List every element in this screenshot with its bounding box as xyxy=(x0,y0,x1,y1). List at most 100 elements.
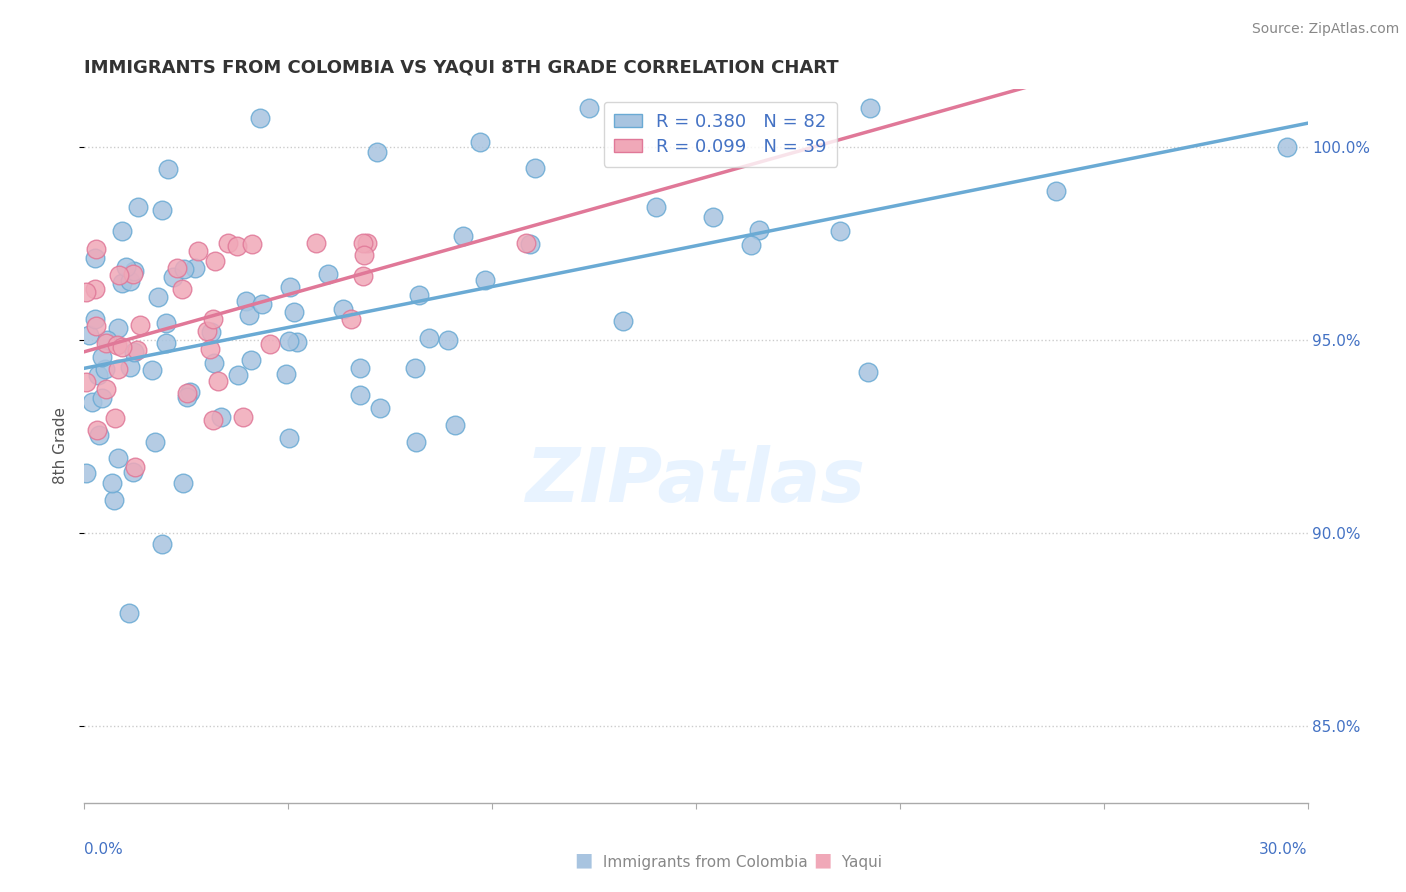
Point xyxy=(120,360,142,375)
Point xyxy=(418,331,440,345)
Point xyxy=(107,268,129,282)
Point xyxy=(157,162,180,177)
Point xyxy=(408,287,430,301)
Y-axis label: 8th Grade: 8th Grade xyxy=(52,408,67,484)
Point xyxy=(155,336,177,351)
Point xyxy=(305,236,328,251)
Point xyxy=(474,273,496,287)
Point xyxy=(118,606,141,620)
Point xyxy=(436,333,458,347)
Point xyxy=(856,365,879,379)
Point xyxy=(127,200,149,214)
Point xyxy=(84,282,107,296)
Point xyxy=(349,387,371,401)
Point xyxy=(356,236,378,251)
Point xyxy=(226,368,249,383)
Point xyxy=(195,324,218,338)
Point xyxy=(124,459,146,474)
Point xyxy=(75,466,97,480)
Point xyxy=(96,333,118,347)
Point xyxy=(340,312,363,326)
Point xyxy=(162,270,184,285)
Point xyxy=(259,336,281,351)
Point xyxy=(107,338,129,352)
Point xyxy=(274,368,297,382)
Point xyxy=(519,236,541,251)
Point xyxy=(612,314,634,328)
Point xyxy=(101,475,124,490)
Point xyxy=(352,268,374,283)
Point xyxy=(283,305,305,319)
Point xyxy=(240,236,263,251)
Point xyxy=(232,409,254,424)
Point xyxy=(107,451,129,466)
Point xyxy=(316,268,339,282)
Point xyxy=(209,409,232,424)
Point xyxy=(250,297,273,311)
Point xyxy=(859,102,882,116)
Text: Yaqui: Yaqui xyxy=(837,855,882,870)
Point xyxy=(179,385,201,400)
Point xyxy=(468,136,491,150)
Point xyxy=(280,280,302,294)
Point xyxy=(141,363,163,377)
Point xyxy=(225,239,247,253)
Point xyxy=(352,236,374,251)
Point xyxy=(515,236,537,251)
Point xyxy=(87,368,110,382)
Point xyxy=(173,261,195,276)
Point xyxy=(75,285,97,300)
Point xyxy=(143,434,166,449)
Text: ZIPatlas: ZIPatlas xyxy=(526,445,866,518)
Point xyxy=(170,281,193,295)
Point xyxy=(150,202,173,217)
Legend: R = 0.380   N = 82, R = 0.099   N = 39: R = 0.380 N = 82, R = 0.099 N = 39 xyxy=(603,102,838,167)
Point xyxy=(124,263,146,277)
Point xyxy=(278,431,301,445)
Point xyxy=(150,537,173,551)
Point xyxy=(111,277,134,291)
Point xyxy=(645,200,668,214)
Point xyxy=(207,375,229,389)
Point xyxy=(121,267,143,281)
Point xyxy=(1045,184,1067,198)
Point xyxy=(122,345,145,359)
Point xyxy=(524,161,547,175)
Text: 0.0%: 0.0% xyxy=(84,842,124,856)
Point xyxy=(578,102,600,116)
Text: Source: ZipAtlas.com: Source: ZipAtlas.com xyxy=(1251,22,1399,37)
Point xyxy=(77,327,100,342)
Point xyxy=(204,254,226,268)
Point xyxy=(118,274,141,288)
Point xyxy=(368,401,391,415)
Point xyxy=(155,316,177,330)
Point xyxy=(90,350,112,364)
Point xyxy=(86,242,108,256)
Point xyxy=(89,428,111,442)
Point xyxy=(111,340,134,354)
Point xyxy=(366,145,388,160)
Point xyxy=(90,391,112,405)
Point xyxy=(84,311,107,326)
Point xyxy=(453,228,475,243)
Point xyxy=(75,375,97,389)
Point xyxy=(86,318,108,333)
Point xyxy=(83,251,105,265)
Point xyxy=(176,390,198,404)
Point xyxy=(240,353,263,368)
Point xyxy=(202,311,225,326)
Point xyxy=(125,343,148,357)
Point xyxy=(204,356,226,370)
Text: 30.0%: 30.0% xyxy=(1260,842,1308,856)
Point xyxy=(129,318,152,332)
Point xyxy=(176,385,198,400)
Point xyxy=(285,334,308,349)
Text: ■: ■ xyxy=(813,851,832,870)
Text: Immigrants from Colombia: Immigrants from Colombia xyxy=(598,855,807,870)
Point xyxy=(111,224,134,238)
Point xyxy=(94,382,117,396)
Point xyxy=(148,290,170,304)
Text: ■: ■ xyxy=(574,851,593,870)
Point xyxy=(249,112,271,126)
Point xyxy=(353,248,375,262)
